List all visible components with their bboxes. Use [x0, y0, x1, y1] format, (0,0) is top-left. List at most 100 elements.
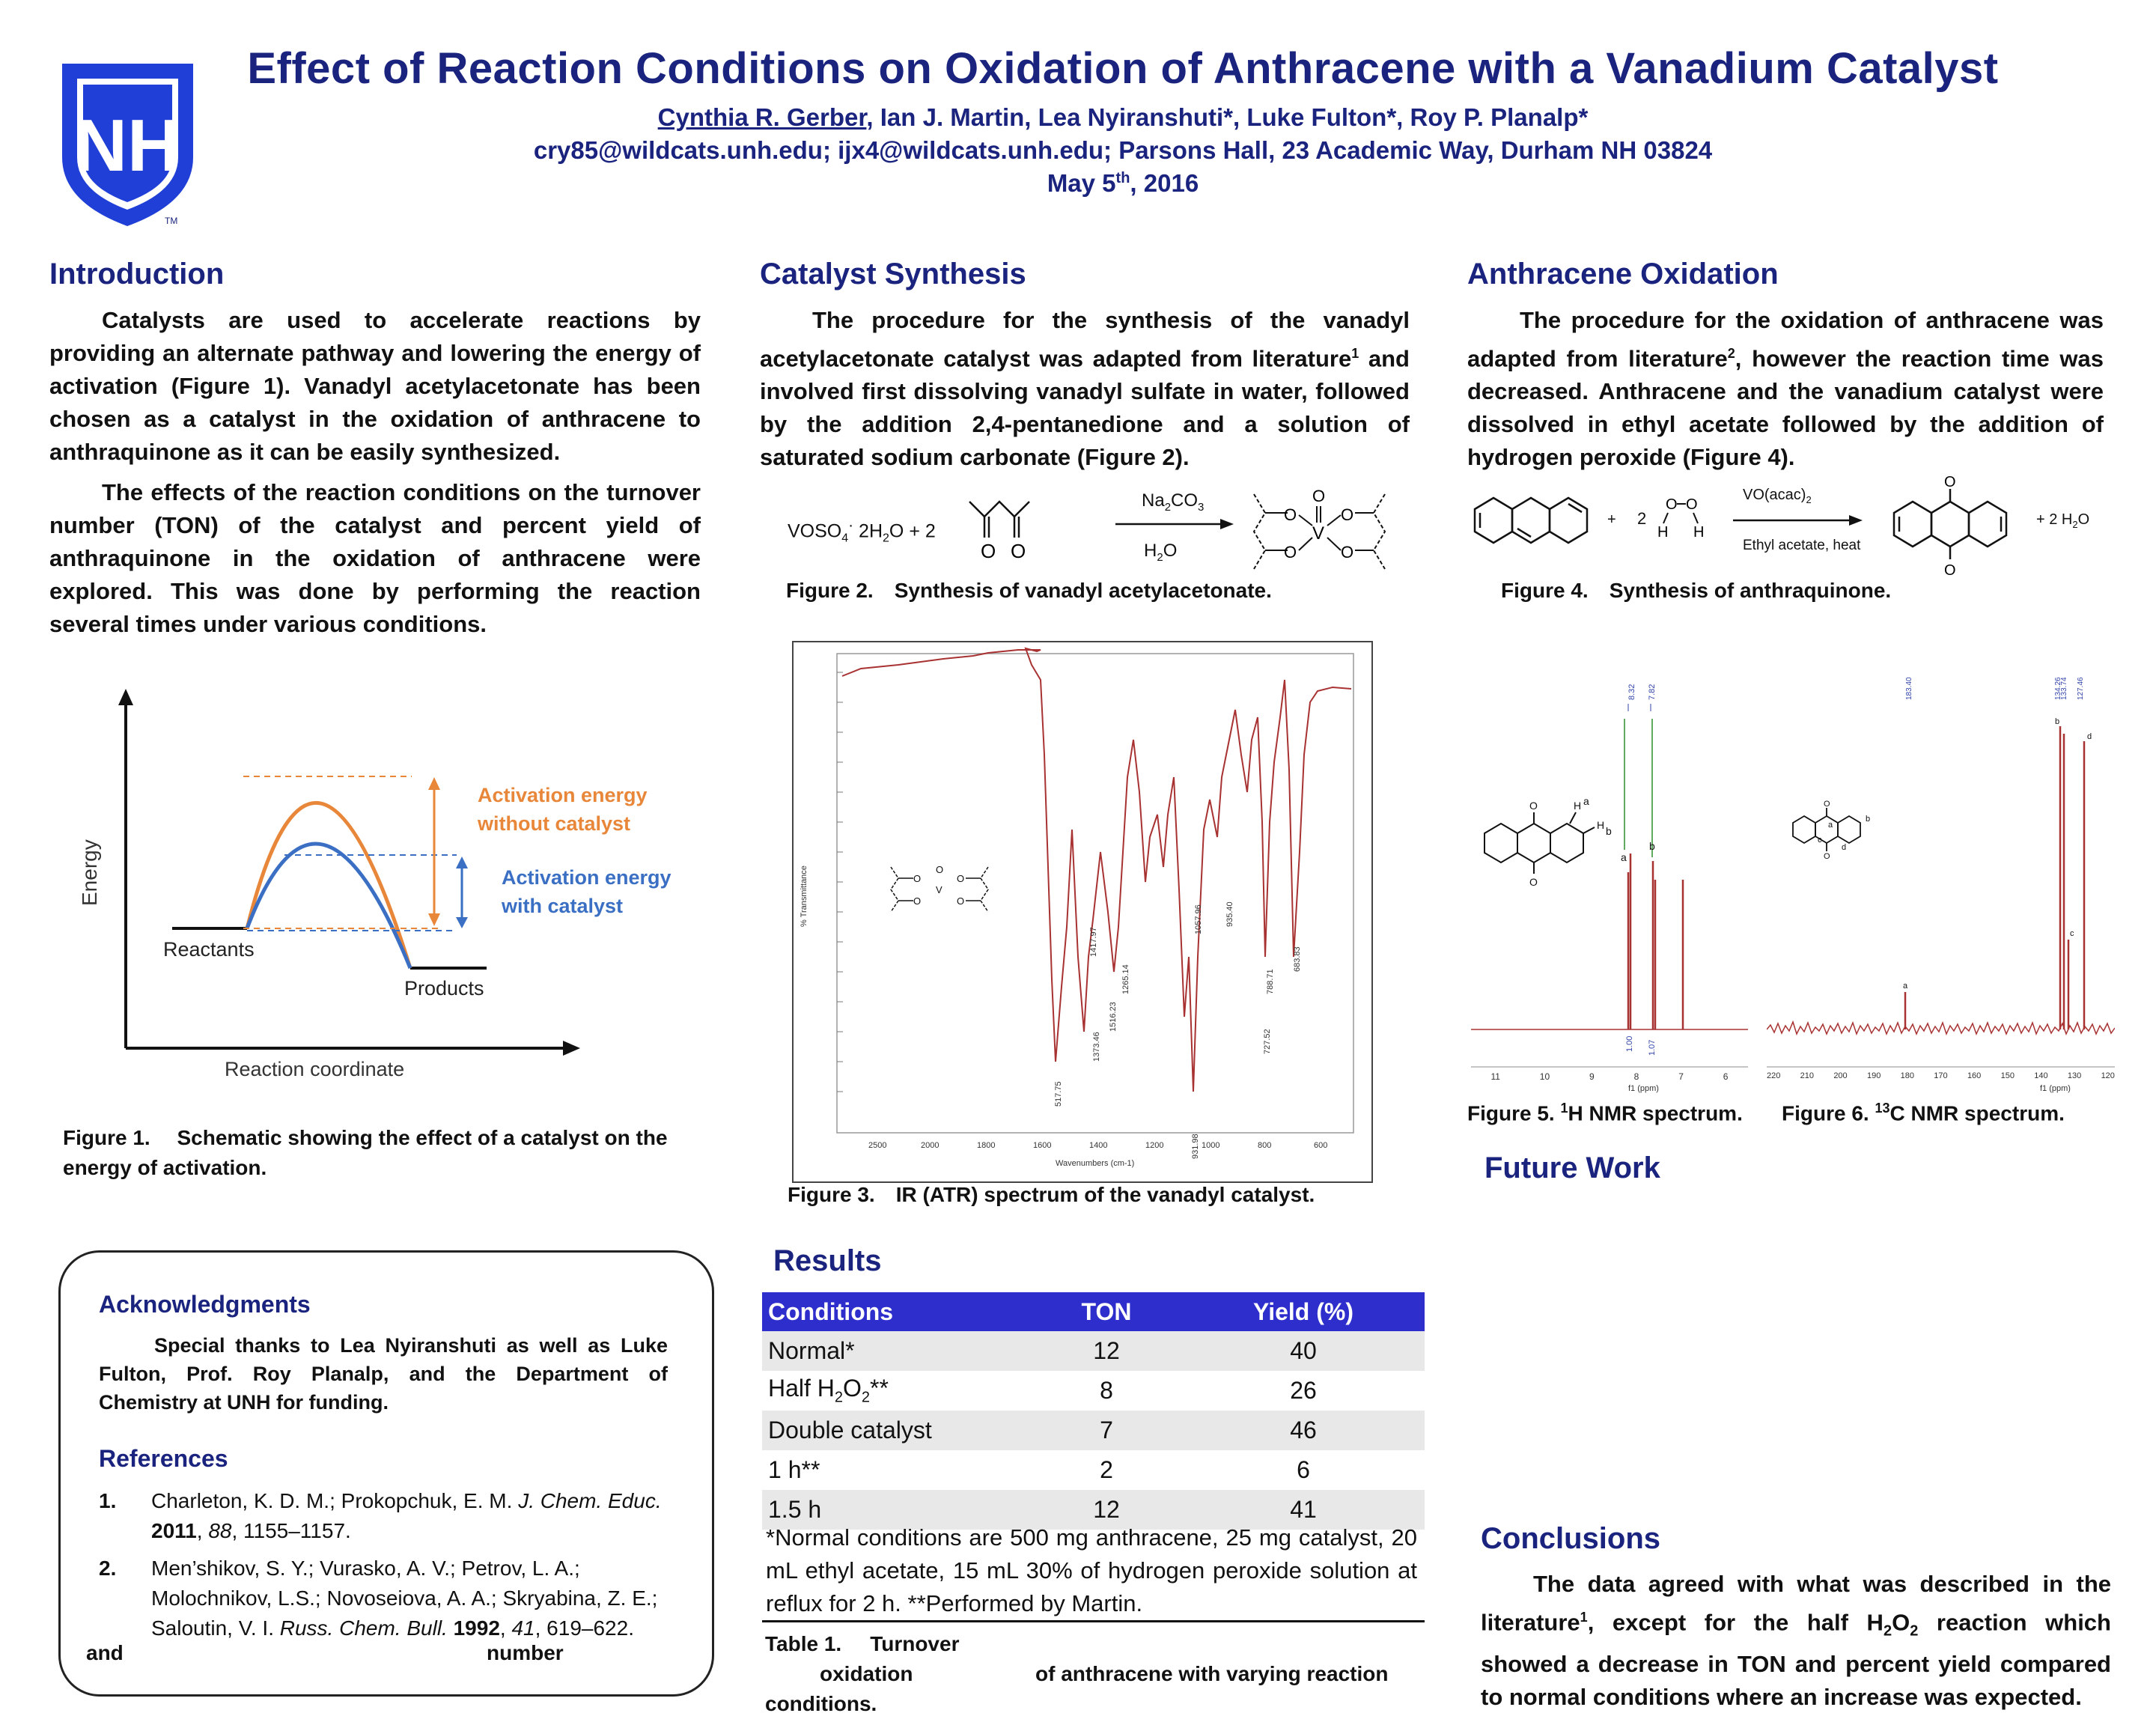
- authors-rest: , Ian J. Martin, Lea Nyiranshuti*, Luke …: [866, 103, 1589, 131]
- svg-text:O: O: [1824, 852, 1830, 861]
- svg-text:517.75: 517.75: [1054, 1081, 1063, 1107]
- svg-text:1417.97: 1417.97: [1089, 927, 1098, 957]
- svg-text:H: H: [1693, 524, 1704, 541]
- svg-text:O: O: [1341, 543, 1353, 562]
- svg-text:O: O: [1529, 876, 1538, 888]
- reference-2: 2. Men’shikov, S. Y.; Vurasko, A. V.; Pe…: [99, 1557, 658, 1640]
- svg-text:c: c: [2070, 929, 2074, 938]
- figure2-caption: Figure 2. Synthesis of vanadyl acetylacet…: [786, 579, 1272, 602]
- svg-text:O: O: [936, 864, 943, 875]
- figure4-caption: Figure 4. Synthesis of anthraquinone.: [1501, 579, 1892, 602]
- scheme-two: 2: [1637, 509, 1647, 528]
- figure6-caption: Figure 6. 13C NMR spectrum.: [1782, 1101, 2065, 1125]
- table-rule: [762, 1620, 1425, 1622]
- arrow-top-reagent: Na2CO3: [1142, 490, 1205, 514]
- fig1-x-label: Reaction coordinate: [225, 1058, 405, 1080]
- svg-text:O: O: [1824, 800, 1830, 809]
- table-caption-oxidation: oxidation: [820, 1662, 913, 1685]
- c-nmr-x-label: f1 (ppm): [2040, 1084, 2071, 1093]
- svg-text:V: V: [936, 884, 943, 895]
- oxidation-arrow: [1733, 515, 1863, 526]
- contact-line: cry85@wildcats.unh.edu; ijx4@wildcats.un…: [533, 136, 1713, 164]
- svg-text:O: O: [1944, 562, 1956, 579]
- svg-text:O: O: [1944, 474, 1956, 490]
- svg-text:1200: 1200: [1145, 1141, 1163, 1150]
- svg-text:H: H: [1574, 800, 1581, 812]
- svg-text:O: O: [1312, 487, 1325, 505]
- future-work-heading: Future Work: [1484, 1151, 1660, 1184]
- svg-text:b: b: [1606, 825, 1612, 837]
- svg-text:2000: 2000: [921, 1141, 939, 1150]
- col-yield: Yield (%): [1182, 1292, 1425, 1331]
- results-footnote: *Normal conditions are 500 mg anthracene…: [766, 1524, 1417, 1616]
- figure3-ir-spectrum: 2500 2000 1800 1600 1400 1200 1000 800 600 517…: [792, 641, 1373, 1183]
- svg-text:8.32: 8.32: [1627, 684, 1636, 700]
- ir-y-label: % Transmittance: [800, 865, 808, 927]
- poster-title: Effect of Reaction Conditions on Oxidati…: [247, 44, 1999, 93]
- scheme-plus: +: [1607, 511, 1616, 528]
- svg-text:b: b: [2055, 717, 2059, 726]
- svg-text:788.71: 788.71: [1266, 969, 1275, 994]
- svg-text:1800: 1800: [977, 1141, 995, 1150]
- catalyst-synthesis-paragraph: The procedure for the synthesis of the v…: [760, 307, 1410, 471]
- svg-text:O: O: [1529, 800, 1538, 812]
- reaction-arrow: [1115, 519, 1234, 529]
- col-ton: TON: [1031, 1292, 1182, 1331]
- svg-text:727.52: 727.52: [1263, 1029, 1272, 1054]
- date-year: , 2016: [1130, 169, 1199, 197]
- svg-text:O: O: [1284, 505, 1297, 524]
- figure1-caption: Figure 1. Schematic showing the effect o…: [63, 1126, 668, 1179]
- anthracene-oxidation-paragraph: The procedure for the oxidation of anthr…: [1467, 307, 2104, 471]
- svg-text:1373.46: 1373.46: [1092, 1032, 1101, 1062]
- table-row: Normal* 12 40: [762, 1331, 1425, 1371]
- svg-text:7.82: 7.82: [1648, 684, 1657, 700]
- results-table: Conditions TON Yield (%) Normal* 12 40 H…: [762, 1292, 1425, 1530]
- conclusions-heading: Conclusions: [1481, 1522, 1661, 1555]
- svg-text:1265.14: 1265.14: [1121, 964, 1130, 994]
- logo-text: NH: [74, 104, 180, 186]
- h-nmr-x-ticks: 11 10 9 8 7 6: [1490, 1071, 1729, 1082]
- table-row: Half H2O2** 8 26: [768, 1375, 1317, 1406]
- svg-text:O: O: [1666, 496, 1678, 513]
- svg-text:1600: 1600: [1033, 1141, 1051, 1150]
- svg-text:1400: 1400: [1089, 1141, 1107, 1150]
- svg-text:b: b: [1649, 840, 1655, 852]
- conclusions-paragraph: The data agreed with what was described …: [1481, 1571, 2111, 1710]
- table-caption-end: conditions.: [765, 1692, 877, 1715]
- svg-text:d: d: [2087, 732, 2092, 741]
- introduction-paragraph-2: The effects of the reaction conditions o…: [49, 479, 701, 637]
- fig1-reactants-label: Reactants: [163, 938, 255, 961]
- svg-text:127.46: 127.46: [2077, 677, 2085, 700]
- svg-text:O: O: [1011, 540, 1026, 562]
- svg-text:931.98: 931.98: [1191, 1134, 1200, 1159]
- introduction-paragraph-1: Catalysts are used to accelerate reactio…: [49, 307, 701, 465]
- svg-text:1.00: 1.00: [1625, 1036, 1634, 1052]
- date-main: May 5: [1047, 169, 1116, 197]
- references-heading: References: [99, 1445, 228, 1472]
- date-line: May 5th, 2016: [247, 169, 1999, 198]
- svg-text:a: a: [1621, 851, 1627, 863]
- results-heading: Results: [773, 1244, 882, 1277]
- c-nmr-x-ticks: 220 210 200 190 180 170 160 150 140 130 120: [1767, 1071, 2115, 1080]
- svg-text:O: O: [1341, 505, 1353, 524]
- vanadyl-acac-structure: OO V O OO: [1252, 487, 1386, 570]
- fig1-products-label: Products: [404, 977, 484, 1000]
- svg-text:1057.96: 1057.96: [1194, 904, 1203, 934]
- svg-text:V: V: [1312, 523, 1324, 544]
- svg-text:H: H: [1597, 819, 1604, 831]
- anthracene-oxidation-heading: Anthracene Oxidation: [1467, 258, 1779, 290]
- arrow-bottom-reagent: H2O: [1144, 541, 1178, 564]
- fig1-ea-with-label: Activation energy with catalyst: [502, 866, 672, 917]
- acknowledgments-text: Special thanks to Lea Nyiranshuti as wel…: [99, 1334, 668, 1414]
- svg-text:1516.23: 1516.23: [1109, 1002, 1118, 1032]
- table-caption-number: number: [487, 1641, 564, 1664]
- table-caption-rest: of anthracene with varying reaction: [1035, 1662, 1389, 1685]
- h-nmr-x-label: f1 (ppm): [1628, 1084, 1659, 1093]
- anthraquinone-structure: OO: [1892, 474, 2008, 579]
- svg-text:a: a: [1903, 982, 1908, 991]
- table-row: Double catalyst 7 46: [762, 1411, 1425, 1450]
- col-conditions: Conditions: [762, 1292, 1031, 1331]
